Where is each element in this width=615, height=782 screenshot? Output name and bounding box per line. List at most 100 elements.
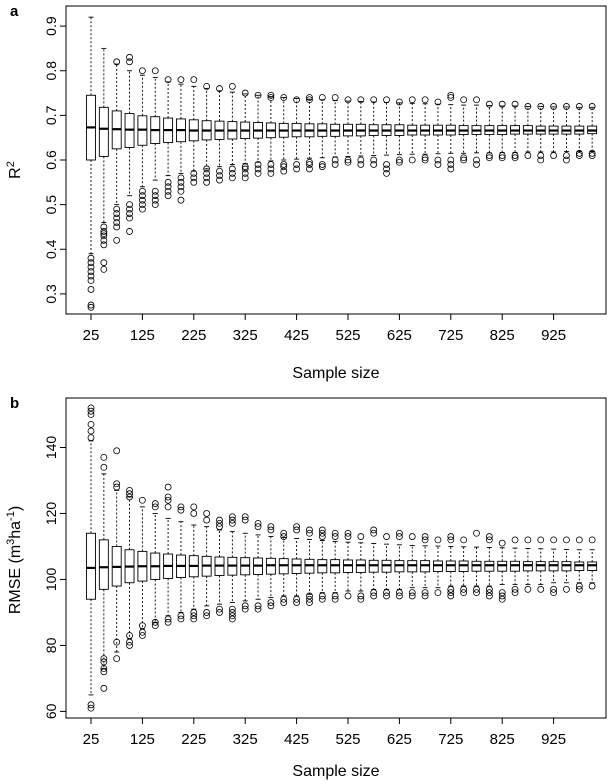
box-75 <box>111 447 122 663</box>
box-650 <box>407 533 418 600</box>
outlier-point <box>228 615 236 623</box>
box-50 <box>98 47 109 273</box>
outlier-point <box>344 96 352 104</box>
x-tick-label: 25 <box>83 327 100 344</box>
outlier-point <box>164 192 172 200</box>
outlier-point <box>254 169 262 177</box>
box-1000 <box>587 536 598 590</box>
box-950 <box>561 103 572 164</box>
outlier-point <box>100 259 108 267</box>
outlier-point <box>357 592 365 600</box>
outlier-point <box>138 632 146 639</box>
outlier-point <box>434 589 442 597</box>
outlier-point <box>293 96 301 104</box>
x-tick-label: 325 <box>233 327 258 344</box>
outlier-point <box>331 156 339 164</box>
outlier-point <box>383 589 390 597</box>
outlier-point <box>216 523 223 531</box>
box-275 <box>214 516 225 616</box>
outlier-point <box>421 536 429 544</box>
outlier-point <box>306 96 313 104</box>
outlier-point <box>164 618 172 626</box>
box-300 <box>227 82 238 182</box>
outlier-point <box>473 96 480 104</box>
outlier-point <box>588 582 596 590</box>
box-850 <box>510 100 520 162</box>
panel-b-y-label-base: RMSE (m <box>7 545 24 614</box>
box-450 <box>304 526 315 606</box>
outlier-point <box>447 533 455 540</box>
box-675 <box>420 533 431 600</box>
outlier-point <box>100 453 108 461</box>
outlier-point <box>113 655 121 663</box>
box-50 <box>98 453 109 692</box>
outlier-point <box>537 536 545 544</box>
outlier-point <box>100 230 108 238</box>
outlier-point <box>421 533 429 540</box>
outlier-point <box>306 529 313 537</box>
outlier-point <box>485 589 493 597</box>
outlier-point <box>318 526 326 534</box>
outlier-point <box>126 53 133 61</box>
outlier-point <box>228 516 236 524</box>
outlier-point <box>151 503 159 511</box>
outlier-point <box>383 592 390 600</box>
y-tick-label: 60 <box>43 703 59 719</box>
y-tick-label: 0.5 <box>43 195 59 215</box>
outlier-point <box>395 98 403 106</box>
x-tick-label: 925 <box>541 327 566 344</box>
outlier-point <box>203 612 211 620</box>
outlier-point <box>383 169 390 177</box>
outlier-point <box>151 500 159 507</box>
box-375 <box>265 91 276 177</box>
outlier-point <box>164 178 172 186</box>
box-250 <box>201 510 212 620</box>
outlier-point <box>421 154 429 162</box>
box-825 <box>497 539 508 603</box>
box-400 <box>278 94 289 175</box>
box-400 <box>278 529 289 606</box>
outlier-point <box>100 228 108 235</box>
outlier-point <box>370 156 378 164</box>
outlier-point <box>485 533 493 540</box>
outlier-point <box>113 219 121 226</box>
outlier-point <box>563 536 570 544</box>
box-550 <box>355 96 366 168</box>
outlier-point <box>228 605 236 613</box>
outlier-point <box>87 263 95 271</box>
box-975 <box>574 536 585 593</box>
outlier-point <box>254 165 262 173</box>
outlier-point <box>177 503 185 511</box>
outlier-point <box>113 480 121 488</box>
outlier-point <box>550 589 557 597</box>
outlier-point <box>357 595 365 603</box>
outlier-point <box>357 156 365 164</box>
outlier-point <box>473 156 480 164</box>
outlier-point <box>460 589 468 597</box>
outlier-point <box>280 161 288 168</box>
outlier-point <box>575 152 583 159</box>
outlier-point <box>190 76 198 84</box>
panel-b-y-axis: 60 80 100 120 140 <box>43 436 66 719</box>
outlier-point <box>87 704 95 712</box>
outlier-point <box>177 615 185 623</box>
outlier-point <box>254 605 262 613</box>
y-tick-label: 120 <box>43 502 59 526</box>
x-tick-label: 825 <box>490 731 515 748</box>
outlier-point <box>383 533 390 540</box>
outlier-point <box>524 536 532 544</box>
outlier-point <box>370 589 378 597</box>
outlier-point <box>485 536 493 544</box>
outlier-point <box>588 536 596 544</box>
outlier-point <box>331 529 339 537</box>
box-iqr <box>98 106 109 157</box>
outlier-point <box>190 615 198 623</box>
box-550 <box>355 533 366 603</box>
outlier-point <box>190 510 198 517</box>
outlier-point <box>216 605 223 613</box>
outlier-point <box>138 205 146 213</box>
outlier-point <box>267 169 275 177</box>
outlier-point <box>395 158 403 166</box>
box-iqr <box>86 532 96 600</box>
outlier-point <box>190 169 198 177</box>
